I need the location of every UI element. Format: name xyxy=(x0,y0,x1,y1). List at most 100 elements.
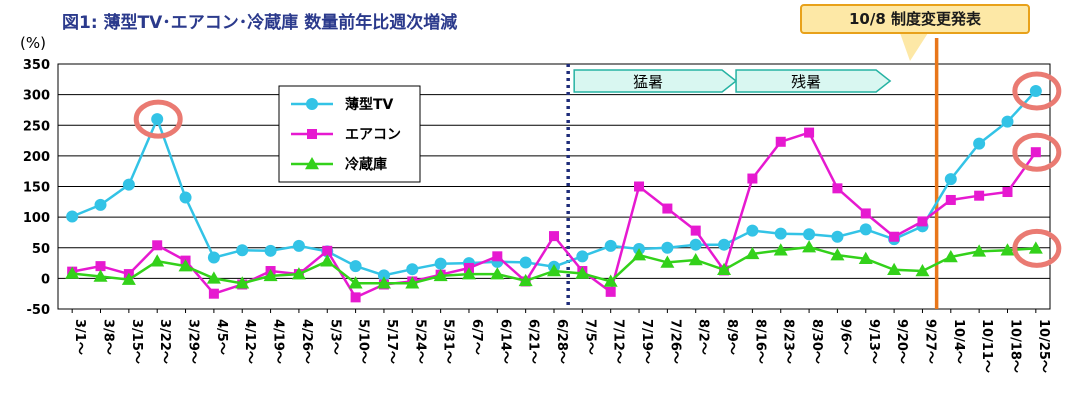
data-point xyxy=(208,288,219,299)
data-point xyxy=(376,276,391,289)
data-point xyxy=(915,264,930,277)
data-point xyxy=(178,259,193,272)
data-point xyxy=(802,240,817,253)
data-point xyxy=(831,230,844,243)
data-point xyxy=(322,245,333,256)
series-layer xyxy=(65,84,1043,303)
data-point xyxy=(434,257,447,270)
x-tick-label: 5/31～ xyxy=(441,319,456,364)
data-point xyxy=(518,273,533,287)
data-point xyxy=(973,137,986,150)
x-tick-label: 4/26～ xyxy=(299,319,314,364)
data-point xyxy=(945,194,956,205)
x-tick-label: 7/26～ xyxy=(667,319,682,364)
x-tick-label: 9/20～ xyxy=(894,319,909,364)
legend-label: エアコン xyxy=(345,127,401,143)
data-point xyxy=(690,225,701,236)
x-tick-label: 4/12～ xyxy=(242,319,257,364)
data-point xyxy=(1029,84,1042,97)
data-point xyxy=(972,244,987,257)
series-2 xyxy=(65,240,1043,289)
x-tick-label: 10/18～ xyxy=(1007,319,1022,373)
data-point xyxy=(803,228,816,241)
data-point xyxy=(1002,187,1013,198)
x-tick-label: 4/5～ xyxy=(214,319,229,355)
data-point xyxy=(889,231,900,242)
data-point xyxy=(93,269,108,282)
data-point xyxy=(406,263,419,276)
data-point xyxy=(859,223,872,236)
data-point xyxy=(1001,115,1014,128)
x-tick-label: 6/14～ xyxy=(497,319,512,364)
data-point xyxy=(689,238,702,251)
data-point xyxy=(1028,241,1043,254)
y-tick-label: 300 xyxy=(23,89,50,104)
data-point xyxy=(1030,147,1041,158)
data-point xyxy=(604,239,617,252)
legend-label: 薄型TV xyxy=(345,96,394,113)
data-point xyxy=(95,261,106,272)
data-point xyxy=(519,256,532,269)
y-tick-label: 100 xyxy=(23,211,50,226)
data-point xyxy=(632,248,647,261)
announcement-callout: 10/8 制度変更発表 xyxy=(800,4,1030,34)
data-point xyxy=(746,224,759,237)
y-tick-label: 0 xyxy=(41,272,50,287)
x-tick-label: 6/21～ xyxy=(526,319,541,364)
x-tick-label: 3/22～ xyxy=(157,319,172,364)
data-point xyxy=(461,267,476,280)
y-tick-label: -50 xyxy=(27,303,51,318)
data-point xyxy=(549,231,559,242)
data-point xyxy=(151,113,164,126)
y-tick-label: 200 xyxy=(23,150,50,165)
data-point xyxy=(348,276,363,289)
highlight-circle xyxy=(133,99,183,139)
period-arrow xyxy=(573,69,738,93)
data-point xyxy=(263,268,278,282)
data-point xyxy=(206,271,221,284)
x-tick-label: 8/16～ xyxy=(752,319,767,364)
x-tick-label: 10/4～ xyxy=(951,319,966,364)
x-tick-label: 8/9～ xyxy=(724,319,739,355)
y-tick-label: 150 xyxy=(23,181,50,196)
series-0 xyxy=(66,84,1042,282)
data-point xyxy=(660,255,675,268)
axis-layer: -50 0 50 100 150 200 250 300 350 3/1～ 3/8～ 3/15～ 3/2… xyxy=(23,58,1051,373)
data-point xyxy=(747,173,758,184)
data-point xyxy=(150,254,165,267)
data-point xyxy=(94,198,107,211)
legend-swatch-marker xyxy=(305,157,319,170)
data-point xyxy=(236,244,249,257)
legend-label: 冷蔵庫 xyxy=(345,156,387,173)
data-point xyxy=(575,266,590,279)
legend-swatch-marker xyxy=(307,129,317,139)
x-tick-label: 4/19～ xyxy=(271,319,286,364)
data-point xyxy=(944,173,957,186)
x-tick-label: 5/17～ xyxy=(384,319,399,364)
x-tick-label: 10/25～ xyxy=(1036,319,1051,373)
y-tick-label: 50 xyxy=(32,242,50,257)
y-tick-label: 350 xyxy=(23,58,50,73)
x-tick-label: 7/19～ xyxy=(639,319,654,364)
x-tick-label: 5/24～ xyxy=(412,319,427,364)
x-tick-label: 6/7～ xyxy=(469,319,484,355)
data-point xyxy=(235,276,250,289)
y-tick-label: 250 xyxy=(23,119,50,134)
x-tick-label: 8/30～ xyxy=(809,319,824,364)
x-tick-label: 9/13～ xyxy=(866,319,881,364)
data-point xyxy=(65,266,80,279)
y-axis-unit-label: (%) xyxy=(20,34,46,52)
data-point xyxy=(603,274,618,287)
data-point xyxy=(490,267,505,280)
x-tick-label: 3/15～ xyxy=(129,319,144,364)
data-point xyxy=(121,272,136,285)
marker-layer: 猛暑 残暑 xyxy=(566,38,939,309)
data-point xyxy=(774,227,787,240)
data-point xyxy=(718,238,731,251)
x-tick-label: 5/3～ xyxy=(327,319,342,355)
data-point xyxy=(917,216,928,227)
x-tick-label: 8/2～ xyxy=(696,319,711,355)
x-tick-label: 3/1～ xyxy=(72,319,87,355)
